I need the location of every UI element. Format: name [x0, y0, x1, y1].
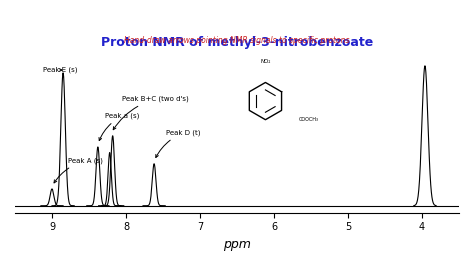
Text: NO₂: NO₂ — [260, 59, 271, 64]
Text: Peak B+C (two d's): Peak B+C (two d's) — [113, 96, 189, 130]
Title: Proton NMR of methyl-3-nitrobenzoate: Proton NMR of methyl-3-nitrobenzoate — [101, 36, 373, 49]
X-axis label: ppm: ppm — [223, 238, 251, 251]
Text: Peak E (s): Peak E (s) — [43, 67, 78, 73]
Text: Peak A (s): Peak A (s) — [54, 157, 103, 183]
Text: COOCH₃: COOCH₃ — [299, 117, 319, 122]
Text: Hand-draw arrows pointing NMR signals to specific protons: Hand-draw arrows pointing NMR signals to… — [124, 36, 350, 45]
Text: Peak D (t): Peak D (t) — [156, 129, 201, 157]
Text: Peak a (s): Peak a (s) — [99, 113, 139, 140]
